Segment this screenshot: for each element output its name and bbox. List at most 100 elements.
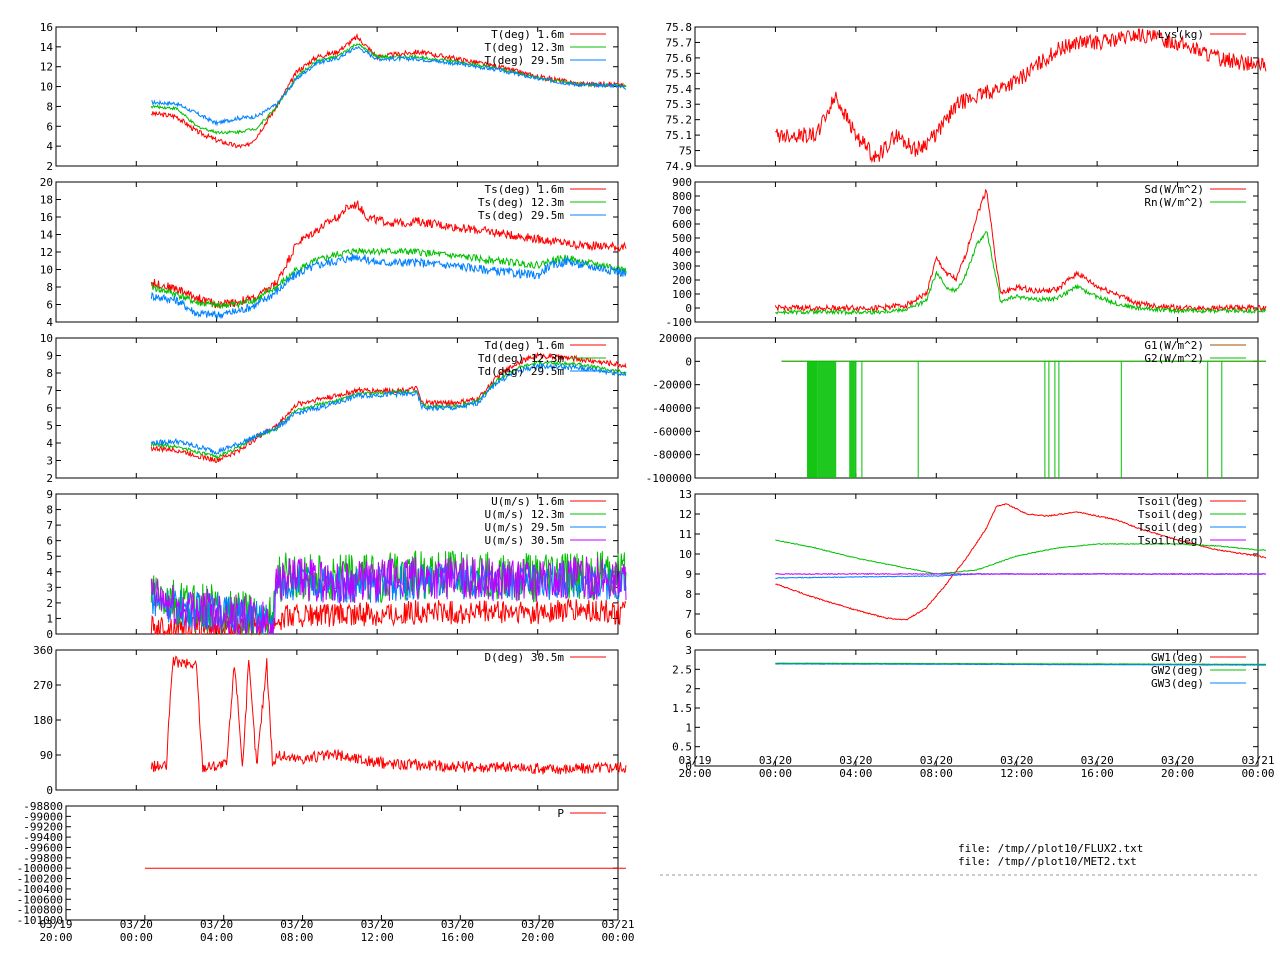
x-tick-date: 03/20	[200, 918, 233, 931]
y-tick-label: 200	[672, 274, 692, 287]
legend-label: G2(W/m^2)	[1144, 352, 1204, 365]
y-tick-label: 75.5	[666, 67, 693, 80]
legend-label: Tsoil(deg)	[1138, 521, 1204, 534]
x-tick-date: 03/19	[39, 918, 72, 931]
y-tick-label: 8	[46, 504, 53, 517]
y-tick-label: 8	[46, 100, 53, 113]
y-tick-label: 0	[46, 628, 53, 641]
y-tick-label: 0	[46, 784, 53, 797]
legend-label: Ts(deg) 12.3m	[478, 196, 564, 209]
legend-label: GW1(deg)	[1151, 651, 1204, 664]
y-tick-label: 14	[40, 41, 54, 54]
x-tick-time: 12:00	[1000, 767, 1033, 780]
y-tick-label: 6	[46, 402, 53, 415]
x-tick-time: 16:00	[441, 931, 474, 944]
y-tick-label: 600	[672, 218, 692, 231]
y-tick-label: 10	[40, 264, 53, 277]
y-tick-label: -100800	[17, 904, 63, 917]
y-tick-label: 74.9	[666, 160, 693, 173]
series-line-wind-speed-3	[150, 556, 627, 635]
legend-label: T(deg) 29.5m	[485, 54, 565, 67]
series-line-surface-temp-0	[150, 200, 627, 309]
file-label-flux: file: /tmp//plot10/FLUX2.txt	[958, 842, 1144, 855]
y-tick-label: 7	[685, 608, 692, 621]
y-tick-label: 16	[40, 211, 53, 224]
y-tick-label: 10	[679, 548, 692, 561]
y-tick-label: -99400	[23, 831, 63, 844]
y-tick-label: -100200	[17, 873, 63, 886]
y-tick-label: 0	[685, 302, 692, 315]
x-tick-time: 08:00	[920, 767, 953, 780]
x-tick-time: 20:00	[1161, 767, 1194, 780]
y-tick-label: 9	[46, 350, 53, 363]
x-tick-time: 16:00	[1081, 767, 1114, 780]
y-tick-label: -80000	[652, 449, 692, 462]
plot-frame-air-temp	[55, 26, 619, 167]
y-tick-label: -99800	[23, 852, 63, 865]
y-tick-label: 100	[672, 288, 692, 301]
y-tick-label: 90	[40, 749, 53, 762]
y-tick-label: 800	[672, 190, 692, 203]
y-tick-label: 7	[46, 385, 53, 398]
y-tick-label: 180	[33, 714, 53, 727]
y-tick-label: 2.5	[672, 663, 692, 676]
y-tick-label: 75.4	[666, 83, 693, 96]
series-line-dew-point-2	[150, 362, 627, 456]
y-tick-label: 16	[40, 21, 53, 34]
y-tick-label: -100000	[17, 862, 63, 875]
y-tick-label: 75.6	[666, 52, 693, 65]
x-tick-time: 04:00	[839, 767, 872, 780]
y-tick-label: 8	[46, 281, 53, 294]
legend-label: U(m/s) 30.5m	[485, 534, 565, 547]
legend-label: Td(deg) 29.5m	[478, 365, 564, 378]
y-tick-label: 360	[33, 644, 53, 657]
y-tick-label: -100600	[17, 893, 63, 906]
series-line-surface-temp-2	[150, 253, 627, 321]
y-tick-label: 11	[679, 528, 692, 541]
legend-label: U(m/s) 29.5m	[485, 521, 565, 534]
series-line-surface-temp-1	[150, 247, 627, 310]
x-tick-date: 03/20	[441, 918, 474, 931]
y-tick-label: 3	[46, 455, 53, 468]
x-tick-time: 00:00	[120, 931, 153, 944]
y-tick-label: 12	[679, 508, 692, 521]
x-tick-date: 03/19	[678, 754, 711, 767]
y-tick-label: 2	[46, 160, 53, 173]
series-line-ground-water-2	[775, 663, 1266, 666]
y-tick-label: 700	[672, 204, 692, 217]
x-tick-date: 03/20	[1081, 754, 1114, 767]
y-tick-label: 1	[46, 612, 53, 625]
y-tick-label: 6	[46, 535, 53, 548]
x-tick-date: 03/20	[280, 918, 313, 931]
y-tick-label: 75.7	[666, 36, 693, 49]
y-tick-label: 7	[46, 519, 53, 532]
y-tick-label: 10	[40, 81, 53, 94]
y-tick-label: 9	[685, 568, 692, 581]
x-tick-date: 03/20	[1161, 754, 1194, 767]
legend-label: P	[557, 807, 564, 820]
file-label-met: file: /tmp//plot10/MET2.txt	[958, 855, 1137, 868]
y-tick-label: 13	[679, 488, 692, 501]
x-tick-time: 00:00	[601, 931, 634, 944]
legend-label: G1(W/m^2)	[1144, 339, 1204, 352]
y-tick-label: 0.5	[672, 741, 692, 754]
y-tick-label: 8	[685, 588, 692, 601]
x-tick-date: 03/20	[920, 754, 953, 767]
x-tick-date: 03/20	[521, 918, 554, 931]
series-line-radiation-0	[774, 189, 1267, 313]
y-tick-label: -100	[666, 316, 693, 329]
series-line-soil-temp-3	[775, 572, 1267, 576]
plot-frame-soil-temp	[694, 493, 1259, 635]
legend-label: Ts(deg) 1.6m	[485, 183, 565, 196]
series-line-radiation-1	[775, 231, 1267, 316]
legend-label: D(deg) 30.5m	[485, 651, 565, 664]
y-tick-label: 75.2	[666, 114, 693, 127]
y-tick-label: 20	[40, 176, 53, 189]
series-line-weight-0	[775, 28, 1267, 164]
y-tick-label: 3	[685, 644, 692, 657]
legend-label: Tsoil(deg)	[1138, 495, 1204, 508]
y-tick-label: -60000	[652, 425, 692, 438]
y-tick-label: -100000	[646, 472, 692, 485]
legend-label: Td(deg) 1.6m	[485, 339, 565, 352]
